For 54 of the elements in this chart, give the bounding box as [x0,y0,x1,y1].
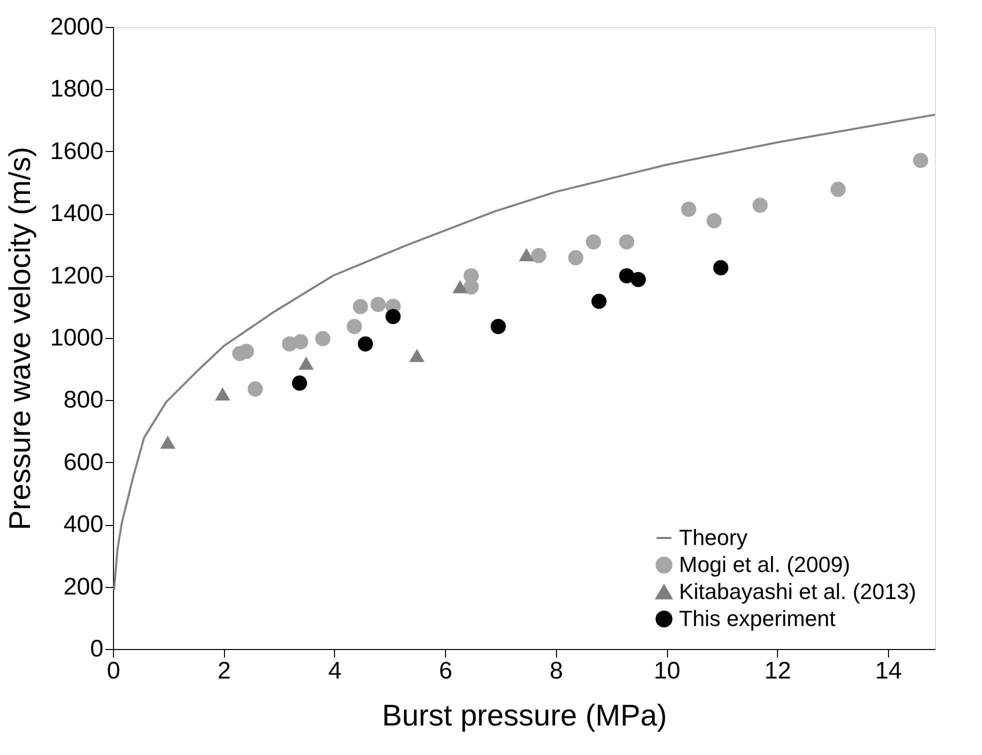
y-tick-label: 800 [63,386,104,414]
point [531,248,546,264]
point [346,318,362,334]
point [298,356,314,370]
y-tick-label: 1200 [50,262,104,290]
y-tick-label: 1400 [50,200,104,228]
point [386,308,401,324]
point [586,234,602,250]
point [358,336,373,352]
point [292,376,308,391]
point [681,202,696,217]
point [630,272,646,288]
x-tick-label: 8 [550,658,564,684]
point [352,299,368,314]
y-tick-label: 1000 [50,324,104,352]
y-axis-title: Pressure wave velocity (m/s) [4,146,38,530]
point [568,250,584,266]
y-tick-label: 600 [63,448,104,476]
point [409,348,424,362]
y-tick-label: 1600 [50,138,104,165]
x-tick-label: 10 [654,658,680,684]
point [913,152,928,168]
point [160,436,176,449]
point [370,296,386,312]
legend-label: Kitabayashi et al. (2013) [679,579,916,604]
x-tick-label: 4 [328,658,342,684]
x-tick-label: 2 [218,658,231,684]
y-tick-label: 0 [90,636,104,662]
point [752,198,768,213]
legend-label: This experiment [679,606,836,631]
x-tick-label: 14 [875,658,902,684]
legend-label: Mogi et al. (2009) [679,552,850,577]
point [830,182,846,197]
point [248,381,263,397]
x-axis-title: Burst pressure (MPa) [382,700,668,732]
x-tick-label: 12 [764,658,792,684]
y-tick-label: 2000 [50,14,104,40]
point [706,213,722,228]
point [490,318,506,334]
point [619,234,634,250]
x-tick-label: 6 [438,658,452,684]
point [215,387,230,401]
y-tick-label: 400 [63,511,104,538]
point [293,334,308,350]
y-tick-label: 200 [63,573,104,600]
point [591,294,607,309]
legend-label: Theory [679,525,748,550]
point [464,279,479,295]
point [518,248,534,262]
y-tick-label: 1800 [50,76,104,103]
point [713,260,728,276]
x-tick-label: 0 [106,658,120,684]
point [452,280,468,294]
point [315,331,330,346]
